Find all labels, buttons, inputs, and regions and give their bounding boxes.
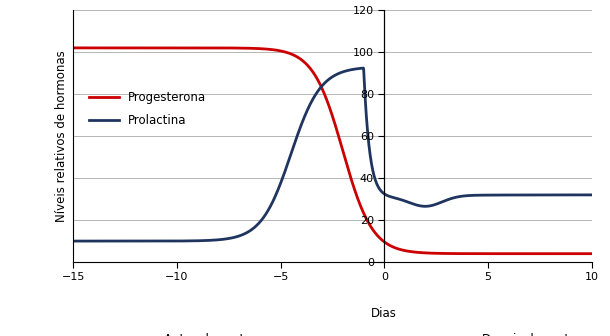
Text: Depois do parto: Depois do parto bbox=[483, 333, 576, 336]
Y-axis label: Níveis relativos de hormonas: Níveis relativos de hormonas bbox=[55, 50, 68, 222]
Text: Antes do parto: Antes do parto bbox=[164, 333, 252, 336]
Text: Dias: Dias bbox=[371, 307, 397, 321]
Legend: Progesterona, Prolactina: Progesterona, Prolactina bbox=[84, 87, 211, 131]
